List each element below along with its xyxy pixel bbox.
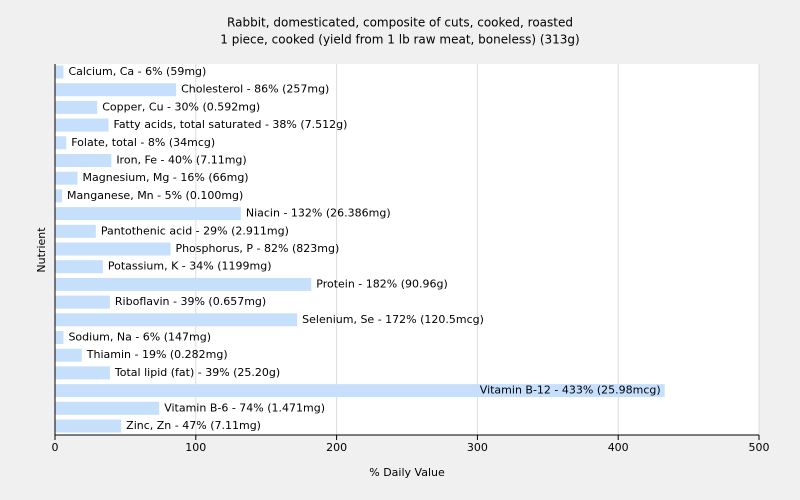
bar xyxy=(55,154,112,167)
bar xyxy=(55,83,177,97)
x-tick-label: 0 xyxy=(52,441,59,454)
bar xyxy=(55,65,64,79)
chart-subtitle: 1 piece, cooked (yield from 1 lb raw mea… xyxy=(220,33,579,47)
x-tick-label: 200 xyxy=(326,441,347,454)
x-axis-label: % Daily Value xyxy=(369,466,445,479)
bar xyxy=(55,224,96,238)
y-axis-label: Nutrient xyxy=(35,227,48,273)
bar-label: Copper, Cu - 30% (0.592mg) xyxy=(102,100,260,113)
bar-label: Folate, total - 8% (34mcg) xyxy=(71,136,215,149)
bar xyxy=(55,171,78,185)
x-tick-label: 300 xyxy=(467,441,488,454)
bar-label: Vitamin B-6 - 74% (1.471mg) xyxy=(164,401,325,414)
bar-label: Manganese, Mn - 5% (0.100mg) xyxy=(67,189,243,202)
bar xyxy=(55,207,241,221)
bar xyxy=(55,366,110,380)
plot-area xyxy=(55,64,759,435)
bar-label: Sodium, Na - 6% (147mg) xyxy=(68,331,211,344)
bar-label: Magnesium, Mg - 16% (66mg) xyxy=(83,171,249,184)
bar xyxy=(55,331,64,344)
bar-label: Phosphorus, P - 82% (823mg) xyxy=(175,242,339,255)
bar-label: Thiamin - 19% (0.282mg) xyxy=(86,348,228,361)
x-tick-label: 100 xyxy=(185,441,206,454)
bar-label: Vitamin B-12 - 433% (25.98mcg) xyxy=(480,384,661,397)
bar-label: Cholesterol - 86% (257mg) xyxy=(181,83,329,96)
bar-label: Zinc, Zn - 47% (7.11mg) xyxy=(126,419,261,432)
x-tick-label: 400 xyxy=(608,441,629,454)
bar-label: Protein - 182% (90.96g) xyxy=(316,277,448,290)
bar-label: Potassium, K - 34% (1199mg) xyxy=(108,260,272,273)
x-tick-label: 500 xyxy=(749,441,770,454)
bar xyxy=(55,419,122,433)
bar xyxy=(55,242,171,256)
bar-label: Fatty acids, total saturated - 38% (7.51… xyxy=(114,118,348,131)
bar-label: Total lipid (fat) - 39% (25.20g) xyxy=(114,366,280,379)
bar-label: Pantothenic acid - 29% (2.911mg) xyxy=(101,224,289,237)
bar xyxy=(55,189,63,203)
bar xyxy=(55,401,160,415)
bar xyxy=(55,100,98,114)
bar xyxy=(55,313,298,327)
bar-label: Calcium, Ca - 6% (59mg) xyxy=(68,65,206,78)
bar-label: Niacin - 132% (26.386mg) xyxy=(246,207,391,220)
bar xyxy=(55,348,82,362)
bar-label: Selenium, Se - 172% (120.5mcg) xyxy=(302,313,484,326)
bar xyxy=(55,136,67,150)
chart-title: Rabbit, domesticated, composite of cuts,… xyxy=(227,16,573,30)
bar-label: Riboflavin - 39% (0.657mg) xyxy=(115,295,266,308)
bar-label: Iron, Fe - 40% (7.11mg) xyxy=(116,154,246,167)
bar xyxy=(55,260,103,274)
bar xyxy=(55,295,110,309)
bar xyxy=(55,277,312,291)
bar xyxy=(55,384,665,398)
bar xyxy=(55,118,109,132)
